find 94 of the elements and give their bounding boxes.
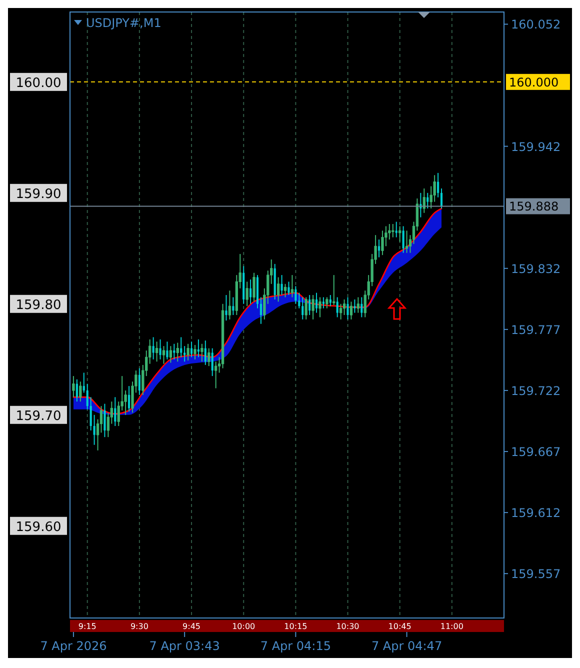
y-tick-label: 159.832 (511, 262, 561, 276)
candlestick (436, 172, 440, 198)
candlestick (360, 296, 363, 318)
candlestick (128, 386, 130, 412)
candlestick (214, 361, 218, 389)
candlestick (318, 296, 322, 318)
candlestick (302, 296, 304, 320)
candlestick (350, 301, 353, 320)
candlestick (322, 296, 324, 309)
candlestick (260, 296, 262, 324)
candlestick (252, 272, 256, 302)
y-tick-label: 159.557 (511, 567, 561, 582)
candlestick (152, 336, 154, 360)
candlestick (93, 414, 96, 446)
candlestick (440, 188, 443, 209)
candlestick (276, 276, 280, 302)
candlestick (304, 296, 308, 320)
candlestick (308, 294, 311, 316)
y2-tick-label: 159.80 (16, 298, 62, 313)
x-tick-label: 7 Apr 04:47 (371, 639, 442, 653)
y2-tick-label: 159.70 (16, 408, 62, 424)
candlestick (392, 223, 394, 238)
candlestick (211, 348, 214, 377)
candlestick (342, 298, 346, 316)
ref-line-label: 160.000 (509, 75, 559, 90)
y-tick-label: 159.667 (511, 445, 561, 460)
y-tick-label: 159.612 (511, 506, 561, 520)
candlestick (190, 341, 193, 358)
candlestick (138, 368, 140, 396)
candlestick (86, 383, 88, 410)
candlestick (166, 341, 168, 360)
candlestick (208, 348, 210, 367)
candlestick (402, 226, 404, 254)
candlestick (232, 296, 234, 316)
candlestick (194, 344, 196, 360)
y-tick-label: 159.942 (511, 140, 561, 154)
candlestick (184, 346, 186, 362)
candlestick (204, 340, 206, 366)
chart-title: USDJPY#,M1 (86, 16, 162, 30)
candlestick (290, 274, 294, 298)
y-tick-label: 159.777 (511, 322, 561, 337)
candlestick (250, 278, 252, 304)
candlestick (329, 294, 332, 307)
candlestick (186, 343, 190, 362)
candlestick (104, 403, 106, 438)
candlestick (354, 298, 356, 314)
candlestick (159, 338, 162, 360)
x-tick-label: 7 Apr 2026 (40, 639, 107, 653)
candlestick (294, 286, 297, 304)
candlestick (426, 192, 429, 209)
candlestick (169, 346, 172, 364)
x2-tick-label: 11:00 (440, 622, 464, 631)
x2-tick-label: 9:45 (182, 622, 201, 631)
y2-tick-label: 159.90 (16, 186, 62, 202)
y-tick-label: 160.052 (511, 18, 561, 32)
candlestick (298, 292, 300, 309)
candlestick (162, 346, 166, 364)
x-tick-label: 7 Apr 03:43 (149, 639, 220, 653)
candlestick (312, 294, 314, 320)
x-tick-label: 7 Apr 04:15 (260, 639, 331, 653)
x2-tick-label: 9:30 (130, 622, 148, 631)
candlestick (284, 283, 287, 298)
candlestick (288, 281, 290, 296)
candlestick (225, 294, 228, 322)
candlestick (381, 230, 384, 256)
y-tick-label: 159.722 (511, 384, 561, 398)
x2-tick-label: 10:30 (336, 622, 360, 631)
x2-tick-label: 10:00 (232, 622, 256, 631)
candlestick (155, 341, 158, 362)
ref-line-label: 159.888 (509, 200, 559, 214)
candlestick (280, 274, 283, 296)
candlestick (76, 378, 78, 402)
y2-tick-label: 160.00 (16, 76, 62, 91)
candlestick (72, 376, 75, 398)
candlestick (326, 296, 328, 309)
candlestick (228, 290, 232, 320)
candlestick (378, 239, 380, 258)
x2-tick-label: 10:15 (284, 622, 308, 631)
candlestick (176, 342, 179, 362)
candlestick (339, 303, 342, 320)
candlestick (79, 381, 82, 402)
candlestick (246, 281, 248, 307)
candlestick (82, 372, 85, 394)
x2-tick-label: 10:45 (388, 622, 412, 631)
x2-tick-label: 9:15 (78, 622, 96, 631)
candlestick (346, 296, 349, 320)
y2-tick-label: 159.60 (16, 520, 62, 535)
candlestick (90, 396, 92, 431)
candlestick (315, 292, 318, 314)
candlestick (395, 221, 398, 238)
candlestick (356, 296, 360, 314)
candlestick (200, 343, 204, 362)
candlestick (114, 396, 116, 426)
candlestick (336, 296, 338, 318)
